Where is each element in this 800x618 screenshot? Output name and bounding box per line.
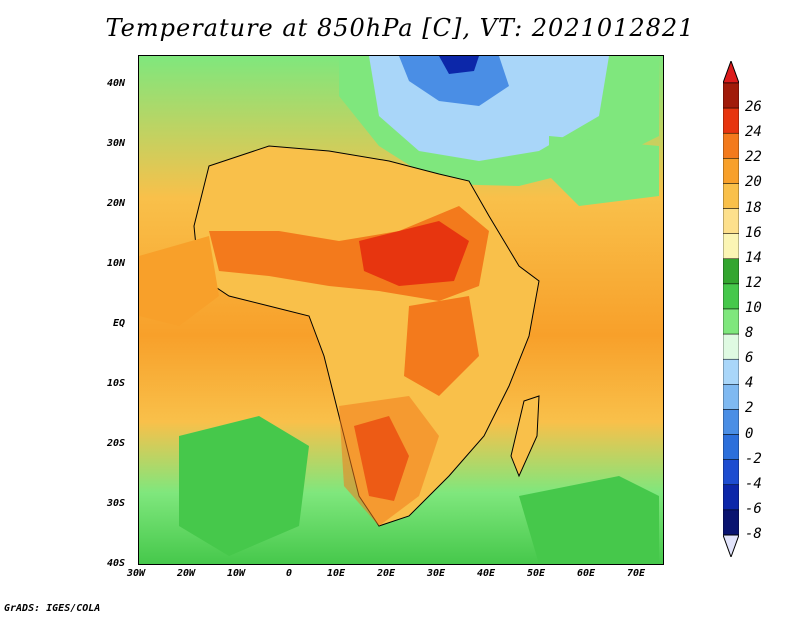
north-atlantic-warm [139,236,219,326]
colorbar-tick-label: 26 [745,99,762,116]
lat-label: 10S [107,378,126,389]
colorbar-segment [723,132,739,159]
credit-text: GrADS: IGES/COLA [4,603,101,614]
map-title: Temperature at 850hPa [C], VT: 202101282… [105,14,695,42]
lon-label: 70E [627,568,646,579]
colorbar [723,61,739,557]
south-atlantic-cool [179,416,309,556]
lat-label: EQ [113,318,126,329]
lon-label: 0 [286,568,293,579]
colorbar-segment [723,158,739,184]
south-indian-cool [519,476,659,564]
lon-label: 60E [577,568,596,579]
lon-label: 10E [327,568,346,579]
lon-label: 30W [127,568,146,579]
colorbar-segment [723,107,739,134]
colorbar-segment [723,434,739,460]
colorbar-tick-label: -2 [745,450,762,467]
map-frame [138,55,664,565]
lat-label: 20N [107,198,126,209]
colorbar-tick-label: 20 [745,174,762,191]
madagascar [510,395,540,478]
colorbar-tick-label: 4 [745,375,754,392]
colorbar-tick-label: 8 [745,325,754,342]
colorbar-segment [723,358,739,385]
lon-label: 20E [377,568,396,579]
temperature-map [139,56,663,564]
colorbar-tick-label: -8 [745,526,762,542]
colorbar-segment [723,208,739,234]
colorbar-segment [723,509,739,536]
colorbar-tick-label: 14 [745,249,762,266]
colorbar-segment [723,82,739,109]
colorbar-tick-label: 24 [745,124,762,141]
colorbar-segment [723,333,739,360]
colorbar-tick-label: 16 [745,224,762,241]
colorbar-top-arrow [723,61,739,84]
colorbar-segment [723,459,739,486]
colorbar-tick-label: 2 [745,400,754,417]
colorbar-tick-label: -6 [745,500,762,517]
lat-label: 30S [107,498,126,509]
kalahari-warm [339,396,439,526]
east-africa-warm [404,296,479,396]
colorbar-tick-label: 22 [745,149,762,166]
colorbar-segment [723,384,739,410]
colorbar-segment [723,409,739,435]
lat-label: 30N [107,138,126,149]
lat-label: 40S [107,558,126,569]
lat-label: 10N [107,258,126,269]
colorbar-bottom-arrow [723,534,739,557]
sahel-hottest-core [359,221,469,286]
colorbar-segment [723,484,739,511]
colorbar-segment [723,283,739,310]
colorbar-tick-label: 10 [745,300,762,316]
colorbar-segment [723,233,739,260]
colorbar-tick-label: 0 [745,425,754,442]
colorbar-segment [723,308,739,335]
colorbar-segment [723,258,739,285]
colorbar-tick-label: 18 [745,199,762,216]
lon-label: 50E [527,568,546,579]
lon-label: 10W [227,568,246,579]
balkans-cold-core [399,56,509,106]
lon-label: 30E [427,568,446,579]
lon-label: 20W [177,568,196,579]
colorbar-tick-label: 12 [745,274,762,291]
lat-label: 20S [107,438,126,449]
aegean-coldest [439,56,479,74]
colorbar-segment [723,183,739,209]
colorbar-tick-label: 6 [745,350,754,367]
lat-label: 40N [107,78,126,89]
arabia-green [549,136,659,206]
lon-label: 40E [477,568,496,579]
colorbar-tick-label: -4 [745,475,762,492]
